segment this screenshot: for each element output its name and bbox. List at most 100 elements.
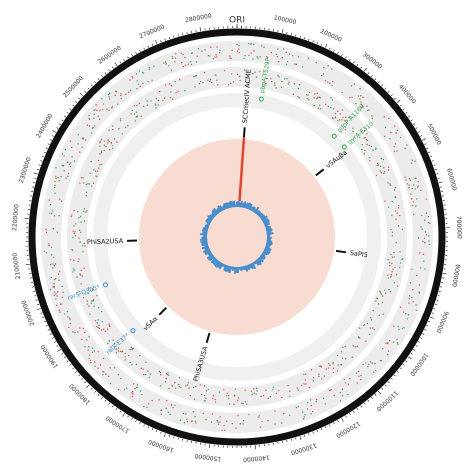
snp-dot (61, 153, 64, 155)
snp-dot (318, 96, 320, 98)
tick-mark (108, 69, 111, 72)
snp-dot (88, 357, 90, 359)
snp-dot (415, 304, 417, 306)
snp-dot (287, 384, 289, 387)
tick-mark (54, 341, 57, 343)
snp-dot (169, 96, 172, 99)
snp-dot (387, 182, 389, 184)
snp-dot (327, 65, 329, 67)
snp-dot (247, 42, 250, 45)
snp-dot (415, 309, 418, 311)
snp-dot (170, 91, 172, 93)
snp-dot (61, 285, 63, 288)
snp-dot (223, 70, 226, 72)
snp-dot (200, 80, 202, 83)
tick-mark (34, 177, 37, 179)
snp-dot (82, 177, 84, 179)
snp-dot (373, 328, 375, 331)
snp-dot (148, 376, 151, 379)
snp-dot (89, 172, 91, 174)
snp-dot (374, 362, 376, 365)
snp-dot (336, 354, 339, 357)
snp-dot (331, 99, 334, 101)
snp-dot (277, 75, 279, 77)
snp-dot (202, 412, 205, 415)
snp-dot (115, 352, 118, 354)
snp-dot (136, 88, 138, 90)
snp-dot (355, 102, 357, 105)
snp-dot (137, 83, 140, 85)
tick-mark (426, 147, 429, 149)
tick-mark (381, 387, 384, 390)
tick-label: 800000 (450, 264, 461, 288)
snp-dot (360, 107, 362, 109)
snp-dot (119, 118, 122, 120)
tick-mark (349, 413, 351, 416)
snp-dot (411, 162, 413, 164)
snp-dot (69, 165, 72, 168)
snp-dot (236, 399, 239, 402)
snp-dot (349, 96, 351, 99)
snp-dot (408, 302, 410, 304)
snp-dot (344, 357, 347, 360)
snp-dot (341, 119, 343, 121)
snp-dot (142, 82, 144, 85)
tick-mark (431, 312, 434, 314)
snp-dot (57, 291, 59, 293)
snp-dot (143, 373, 145, 376)
tick-mark (52, 130, 57, 133)
snp-dot (107, 142, 109, 144)
tick-mark (341, 417, 344, 422)
tick-mark (155, 429, 158, 433)
snp-dot (272, 386, 275, 388)
tick-mark (367, 399, 370, 402)
mutation-marker (258, 96, 264, 102)
snp-dot (327, 81, 329, 83)
snp-dot (68, 163, 71, 166)
snp-dot (108, 140, 110, 143)
snp-dot (358, 327, 361, 329)
snp-dot (381, 301, 384, 304)
snp-dot (172, 406, 174, 409)
snp-dot (144, 373, 147, 376)
snp-dot (370, 145, 373, 148)
tick-mark (51, 337, 54, 339)
tick-mark (147, 426, 149, 429)
snp-dot (179, 419, 182, 421)
tick-mark (119, 61, 122, 64)
snp-dot (334, 112, 337, 115)
snp-dot (259, 56, 261, 58)
snp-dot (418, 292, 420, 294)
snp-dot (319, 97, 321, 99)
tick-mark (325, 43, 328, 48)
tick-label: 2600000 (97, 45, 123, 66)
snp-dot (114, 94, 116, 96)
snp-dot (205, 397, 207, 400)
snp-dot (200, 393, 203, 396)
snp-dot (54, 278, 56, 281)
snp-dot (408, 187, 410, 189)
tick-mark (119, 410, 122, 413)
tick-mark (413, 123, 416, 125)
snp-dot (332, 363, 334, 365)
snp-dot (140, 367, 142, 370)
snp-dot (76, 276, 78, 278)
snp-dot (187, 382, 189, 384)
snp-dot (297, 87, 299, 90)
snp-dot (190, 60, 192, 63)
snp-dot (52, 256, 55, 258)
snp-dot (241, 402, 243, 404)
snp-dot (388, 117, 390, 120)
tick-mark (199, 27, 202, 32)
snp-dot (102, 371, 104, 373)
snp-dot (70, 146, 73, 149)
snp-dot (297, 95, 299, 98)
tick-mark (33, 172, 38, 175)
snp-dot (377, 164, 380, 166)
snp-dot (159, 90, 161, 93)
snp-dot (382, 158, 385, 161)
snp-dot (216, 46, 218, 48)
snp-dot (393, 189, 396, 191)
snp-dot (427, 216, 430, 218)
snp-dot (168, 83, 171, 85)
